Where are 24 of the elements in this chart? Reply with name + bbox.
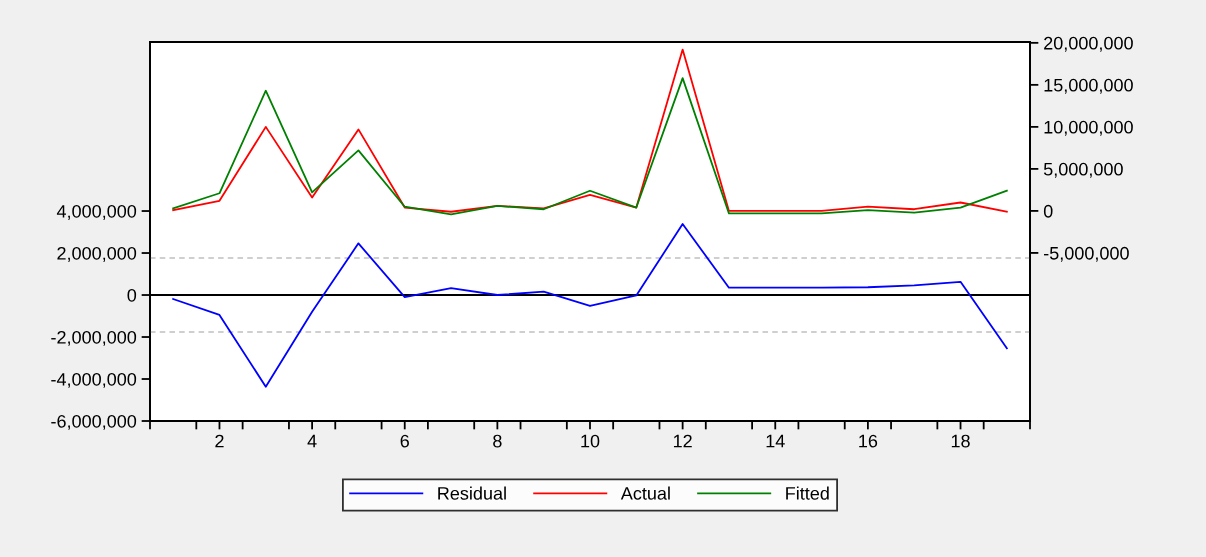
y-tick-label: 0 <box>127 288 137 302</box>
y-tick-label: -6,000,000 <box>51 414 137 430</box>
y-tick-label: -4,000,000 <box>51 372 137 388</box>
x-tick-label: 16 <box>859 434 878 448</box>
y2-tick-label: 20,000,000 <box>1044 36 1133 52</box>
legend-label: Residual <box>438 486 506 500</box>
y-tick-label: -2,000,000 <box>51 330 137 346</box>
x-tick-label: 14 <box>766 434 785 448</box>
y2-tick-label: 10,000,000 <box>1044 120 1133 136</box>
x-tick-label: 8 <box>493 434 502 448</box>
legend-label: Actual <box>620 486 670 500</box>
x-tick-label: 4 <box>307 434 317 448</box>
y2-tick-label: 0 <box>1043 204 1053 218</box>
x-tick-label: 18 <box>951 434 970 448</box>
x-tick-label: 10 <box>581 434 600 448</box>
y2-tick-label: 5,000,000 <box>1043 162 1123 178</box>
y2-tick-label: -5,000,000 <box>1044 246 1129 262</box>
x-tick-label: 2 <box>215 434 224 448</box>
x-tick-label: 12 <box>673 434 692 448</box>
y-tick-label: 2,000,000 <box>57 246 137 262</box>
x-tick-label: 6 <box>400 434 409 448</box>
y2-tick-label: 15,000,000 <box>1044 78 1133 94</box>
legend-label: Fitted <box>786 486 829 500</box>
y-tick-label: 4,000,000 <box>56 204 137 220</box>
